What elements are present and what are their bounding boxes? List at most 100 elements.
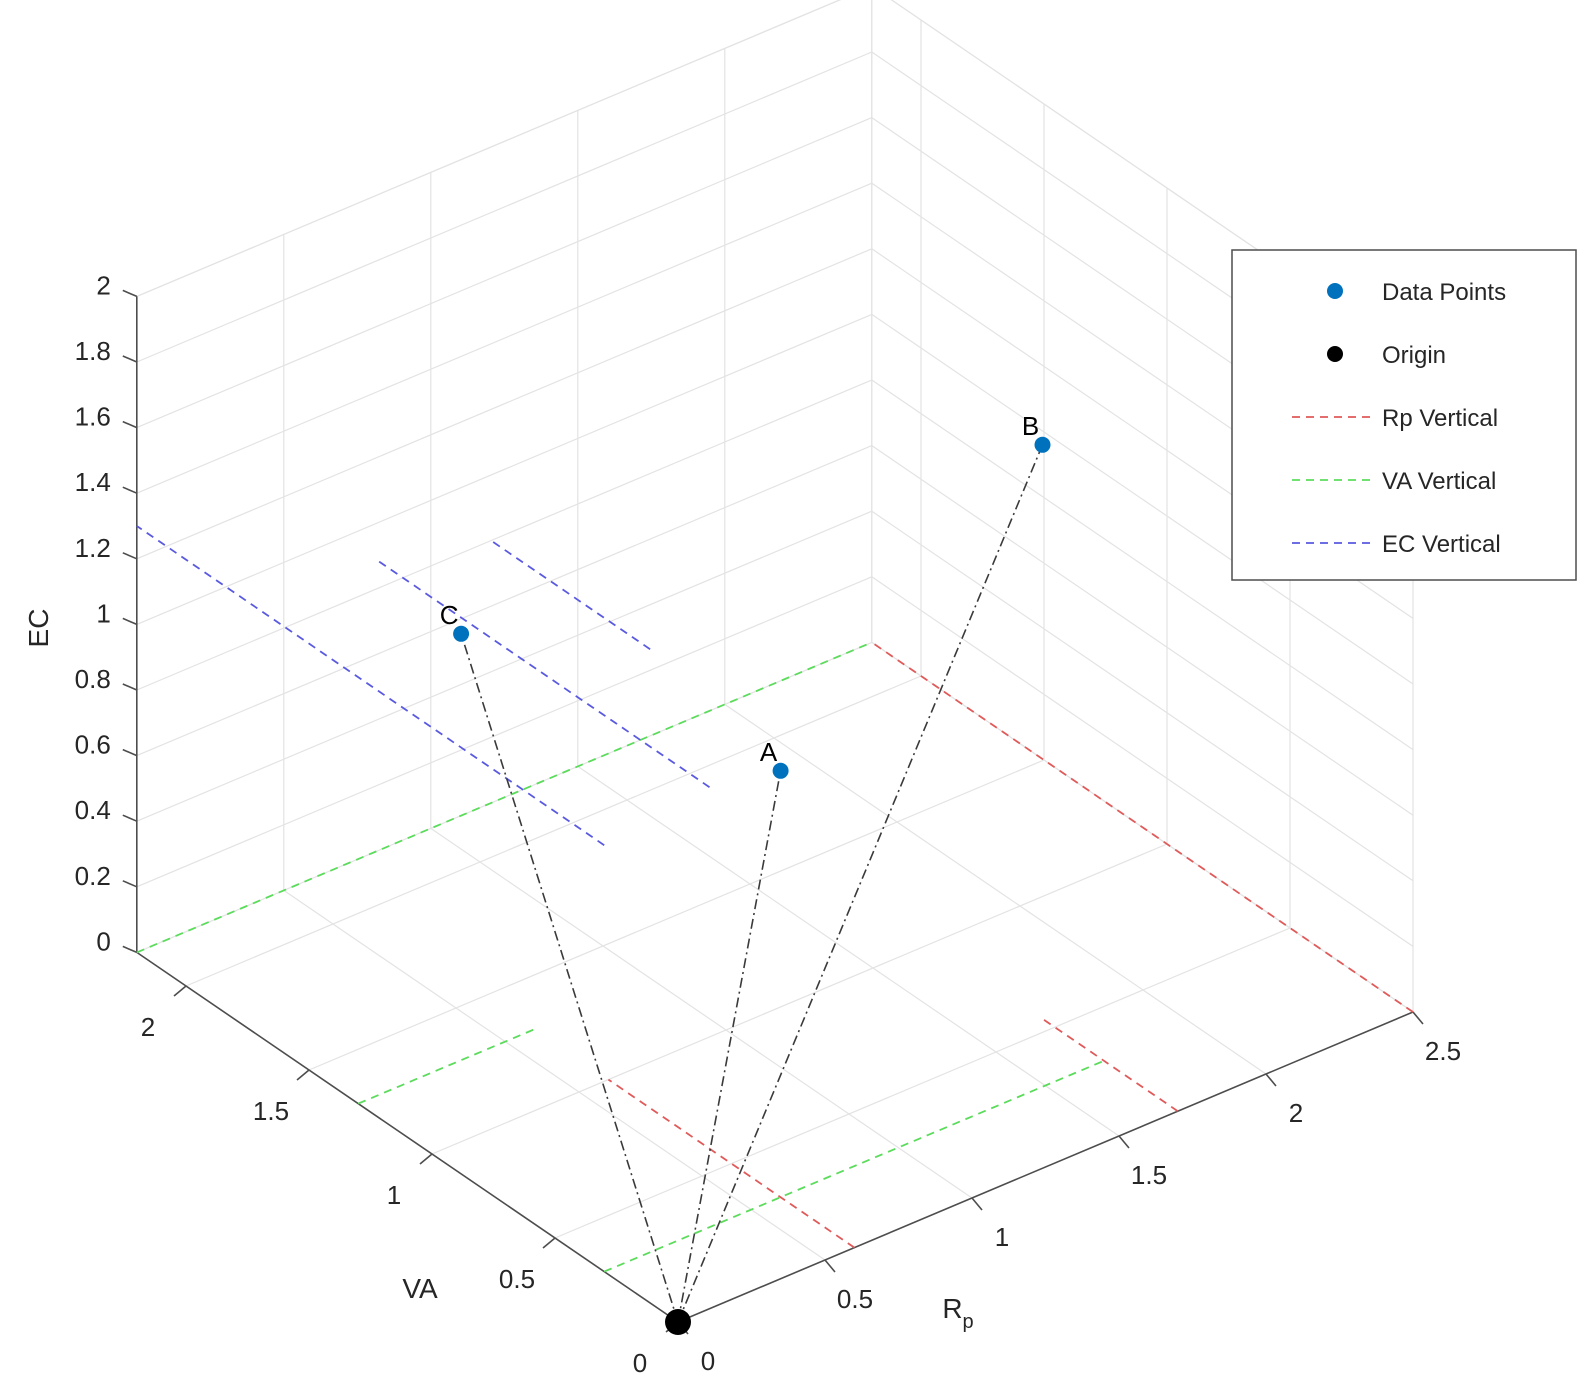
legend-box	[1231, 249, 1577, 581]
y-tick-label: 2	[141, 1012, 155, 1042]
legend: Data Points Origin Rp Vertical VA Vertical E…	[1231, 249, 1577, 581]
grid-line-floor-y	[554, 927, 1291, 1239]
points-layer: A B C	[440, 411, 1051, 1335]
connector-layer	[460, 444, 1044, 1323]
dashed-lines-layer	[136, 525, 1414, 1273]
grid-line-floor-x	[724, 703, 1267, 1075]
z-tick	[122, 486, 138, 494]
x-tick	[1412, 1011, 1424, 1025]
x-tick	[1265, 1073, 1277, 1087]
legend-label-va-vertical: VA Vertical	[1382, 468, 1496, 495]
ec-vertical-line	[376, 559, 711, 788]
grid-line-wall-yz	[871, 510, 1414, 882]
grid-line-wall-xz	[136, 313, 873, 625]
z-tick	[122, 355, 138, 363]
x-tick	[824, 1259, 836, 1273]
x-tick	[971, 1197, 983, 1211]
z-tick-label: 1.4	[75, 467, 111, 497]
grid-edge	[136, 0, 842, 297]
y-axis-label: VA	[402, 1273, 438, 1304]
grid-line-wall-xz	[136, 51, 873, 363]
connector-line-c	[460, 633, 679, 1323]
z-tick	[122, 552, 138, 560]
point-label-a: A	[760, 737, 778, 767]
data-point-c	[453, 625, 470, 642]
va-vertical-line	[136, 641, 873, 954]
grid-line-floor-y	[308, 759, 1045, 1071]
legend-label-ec-vertical: EC Vertical	[1382, 531, 1501, 558]
z-tick-label: 0.4	[75, 795, 111, 825]
x-tick-label: 0	[701, 1346, 715, 1376]
grid-line-floor-x	[430, 827, 973, 1199]
legend-marker-origin	[1327, 346, 1343, 362]
z-tick	[122, 814, 138, 822]
z-tick-label: 1	[96, 598, 110, 628]
x-tick-label: 2.5	[1425, 1036, 1461, 1066]
z-tick-label: 0.6	[75, 730, 111, 760]
grid-line-wall-xz	[136, 510, 873, 822]
va-vertical-line	[603, 1059, 1105, 1273]
data-point-a	[772, 762, 789, 779]
y-tick-label: 0.5	[499, 1264, 535, 1294]
grid-line-wall-xz	[136, 576, 873, 888]
z-tick-label: 1.2	[75, 533, 111, 563]
z-tick	[122, 880, 138, 888]
rp-vertical-line	[607, 1078, 855, 1249]
grid-line-floor-x	[577, 765, 1120, 1137]
ec-vertical-line	[489, 539, 651, 650]
legend-label-rp-vertical: Rp Vertical	[1382, 405, 1498, 432]
x-tick-label: 2	[1289, 1098, 1303, 1128]
grid-line-wall-xz	[136, 0, 842, 297]
z-tick	[122, 420, 138, 429]
y-tick	[173, 985, 187, 997]
z-tick-label: 0.8	[75, 664, 111, 694]
z-tick	[122, 617, 138, 626]
grid-line-wall-yz	[871, 576, 1414, 947]
grid-line-floor-y	[185, 675, 922, 987]
z-tick	[122, 289, 138, 298]
z-tick-label: 0.2	[75, 861, 111, 891]
z-tick-label: 1.8	[75, 336, 111, 366]
grid-line-wall-yz	[871, 379, 1414, 751]
axes-layer: 0 0.5 1 1.5 2 2.5 0 0.5 1 1.5 2 0 0.2 0.4 0.6 0.8 1 1.2 1.…	[75, 270, 1461, 1378]
z-tick-label: 0	[96, 926, 110, 956]
y-tick	[419, 1153, 433, 1165]
grid-line-floor-y	[431, 843, 1168, 1155]
z-tick-label: 2	[96, 270, 110, 300]
origin-marker	[665, 1309, 691, 1335]
grid-line-wall-xz	[136, 445, 873, 757]
x-axis-line	[677, 1011, 1414, 1323]
rp-vertical-line	[871, 641, 1414, 1013]
connector-line-a	[677, 770, 782, 1323]
grid-line-wall-yz	[871, 445, 1414, 816]
x-tick-label: 0.5	[837, 1284, 873, 1314]
x-tick	[1118, 1135, 1130, 1149]
y-tick-label: 0	[633, 1348, 647, 1378]
y-tick-label: 1.5	[253, 1096, 289, 1126]
z-tick	[122, 748, 138, 757]
point-label-b: B	[1022, 411, 1039, 441]
grid-line-wall-xz	[136, 248, 873, 560]
grid-line-wall-yz	[871, 313, 1414, 685]
x-tick-label: 1	[995, 1222, 1009, 1252]
grid-line-wall-xz	[136, 379, 873, 691]
y-tick-label: 1	[387, 1180, 401, 1210]
z-tick	[122, 683, 138, 691]
y-axis-line	[136, 951, 679, 1323]
point-label-c: C	[440, 600, 459, 630]
z-tick	[122, 945, 138, 954]
x-axis-label: Rp	[942, 1293, 973, 1333]
z-axis-label: EC	[23, 609, 54, 648]
legend-marker-data-points	[1327, 283, 1343, 299]
grid-line-wall-xz	[136, 117, 873, 429]
ec-vertical-line	[136, 525, 605, 846]
grid-line-wall-xz	[136, 182, 873, 494]
grid-layer	[136, 0, 1414, 1323]
connector-line-b	[677, 444, 1044, 1323]
x-tick-label: 1.5	[1131, 1160, 1167, 1190]
y-tick	[542, 1237, 556, 1249]
grid-line-floor-x	[283, 889, 826, 1261]
z-tick-label: 1.6	[75, 402, 111, 432]
legend-label-data-points: Data Points	[1382, 279, 1506, 306]
